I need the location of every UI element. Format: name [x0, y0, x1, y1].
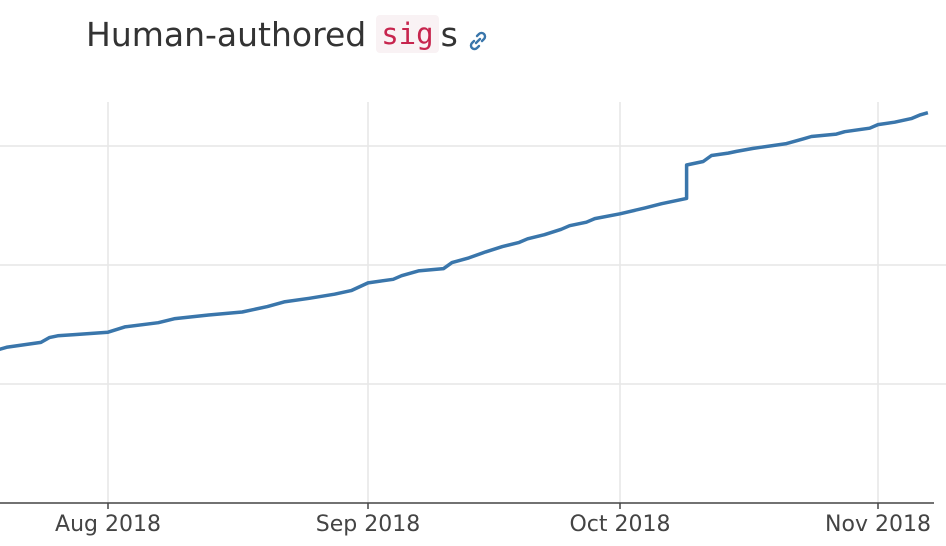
x-tick-label: Oct 2018	[569, 512, 670, 537]
series-line	[0, 111, 929, 352]
series-group	[0, 111, 929, 352]
link-icon[interactable]	[466, 22, 490, 51]
heading-suffix: s	[440, 14, 458, 54]
heading-prefix: Human-authored	[86, 14, 367, 54]
chart-heading: Human-authored sig s	[86, 10, 490, 58]
x-tick-label: Aug 2018	[55, 512, 161, 537]
x-ticks: Aug 2018 Sep 2018 Oct 2018 Nov 2018	[55, 503, 931, 537]
x-tick-label: Nov 2018	[825, 512, 931, 537]
grid	[0, 102, 946, 503]
heading-code: sig	[376, 15, 439, 53]
x-tick-label: Sep 2018	[316, 512, 420, 537]
